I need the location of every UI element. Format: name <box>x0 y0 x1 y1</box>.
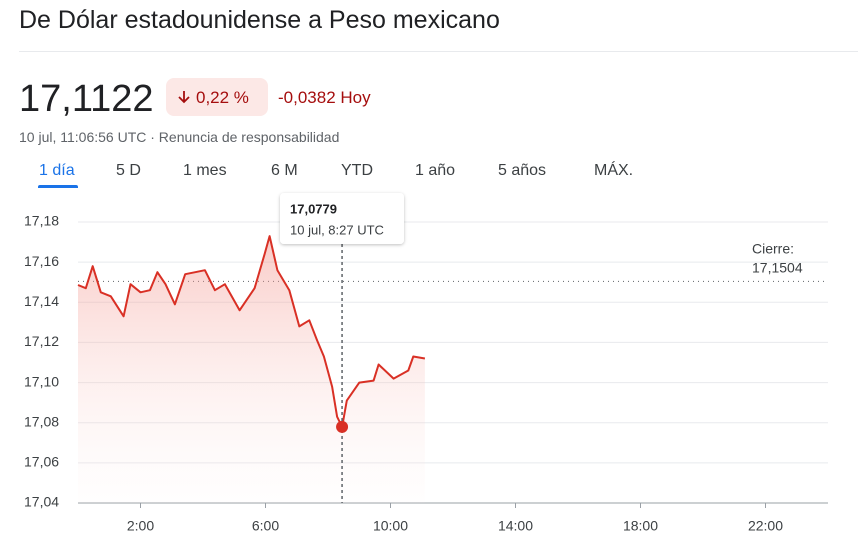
hover-point <box>336 420 349 433</box>
close-title: Cierre: <box>752 241 794 257</box>
area <box>78 236 425 503</box>
range-tab[interactable]: 5 años <box>498 162 547 179</box>
range-tab[interactable]: MÁX. <box>594 162 634 179</box>
range-tab[interactable]: 1 mes <box>183 162 227 179</box>
y-tick-label: 17,10 <box>24 373 59 389</box>
y-tick-label: 17,08 <box>24 413 59 429</box>
change-badge: 0,22 % <box>166 78 268 116</box>
x-tick-label: 2:00 <box>127 518 154 534</box>
y-tick-label: 17,18 <box>24 213 59 229</box>
range-tab[interactable]: 1 año <box>415 162 456 179</box>
tooltip-time: 10 jul, 8:27 UTC <box>290 222 384 237</box>
range-tab[interactable]: 5 D <box>116 162 141 179</box>
range-tab[interactable]: YTD <box>341 162 373 179</box>
tooltip-box <box>280 193 404 244</box>
y-tick-label: 17,04 <box>24 494 59 510</box>
price: 17,1122 <box>19 78 154 120</box>
tooltip-value: 17,0779 <box>290 201 337 216</box>
x-tick-label: 10:00 <box>373 518 408 534</box>
down-arrow <box>178 91 190 104</box>
change-percent: 0,22 % <box>196 88 249 107</box>
title: De Dólar estadounidense a Peso mexicano <box>19 6 500 34</box>
change: -0,0382 Hoy <box>278 88 371 107</box>
x-tick-label: 14:00 <box>498 518 533 534</box>
y-tick-label: 17,14 <box>24 293 59 309</box>
y-tick-label: 17,16 <box>24 253 59 269</box>
range-tab[interactable]: 1 día <box>39 162 75 179</box>
x-tick-label: 18:00 <box>623 518 658 534</box>
divider <box>19 51 858 52</box>
x-tick-label: 22:00 <box>748 518 783 534</box>
y-tick-label: 17,06 <box>24 454 59 470</box>
timestamp: 10 jul, 11:06:56 UTC · Renuncia de respo… <box>19 129 340 145</box>
x-tick-label: 6:00 <box>252 518 279 534</box>
close-label: 17,1504 <box>752 260 803 276</box>
active-tab-underline <box>38 185 78 188</box>
y-tick-label: 17,12 <box>24 333 59 349</box>
price-line <box>77 235 426 428</box>
range-tab[interactable]: 6 M <box>271 162 298 179</box>
